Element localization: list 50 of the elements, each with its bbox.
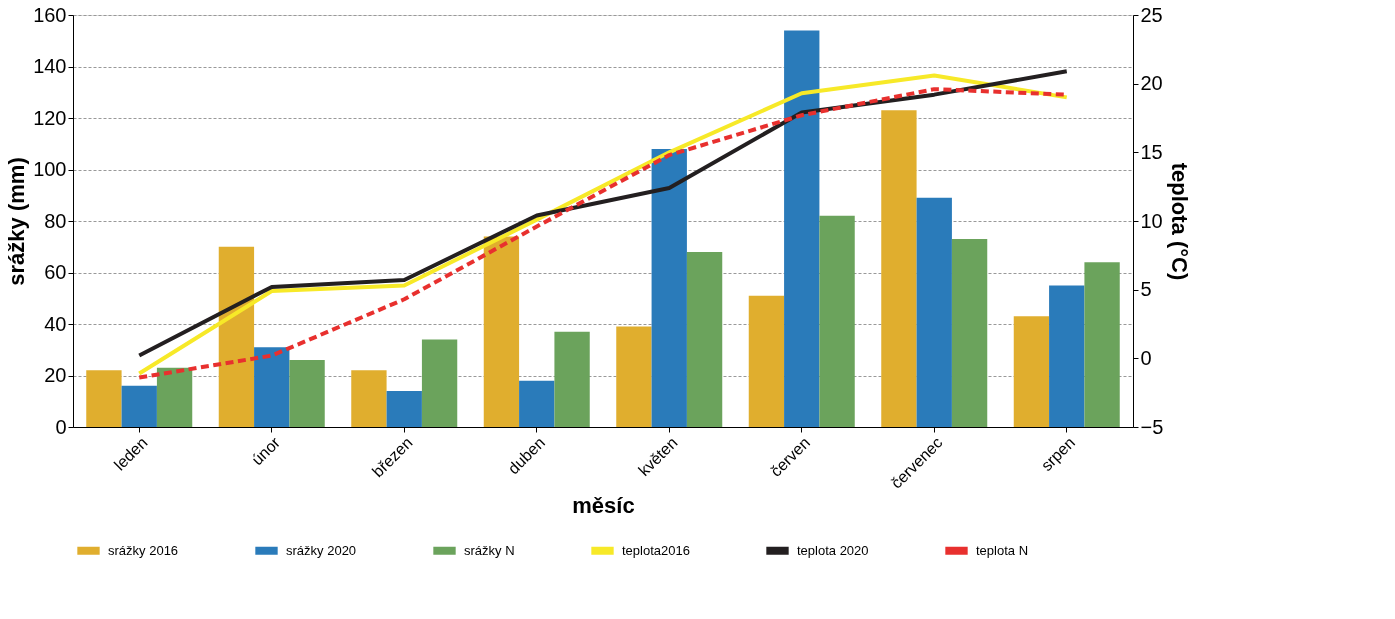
x-axis-title: měsíc bbox=[572, 492, 635, 518]
bar bbox=[616, 326, 652, 427]
bar bbox=[881, 110, 917, 427]
legend-label: teplota N bbox=[976, 542, 1029, 558]
bar bbox=[218, 246, 255, 427]
bar bbox=[289, 360, 325, 427]
y-tick-label: 60 bbox=[44, 261, 67, 283]
y-tick-label: 140 bbox=[33, 55, 67, 77]
legend-label: srážky 2016 bbox=[108, 542, 179, 558]
y2-tick-label: −5 bbox=[1140, 415, 1164, 438]
bar bbox=[86, 370, 122, 427]
legend-label: teplota2016 bbox=[622, 542, 690, 558]
y2-axis-title: teplota (°C) bbox=[1167, 162, 1193, 281]
y2-tick-label: 20 bbox=[1140, 72, 1163, 95]
y-tick-label: 20 bbox=[44, 364, 67, 386]
bar bbox=[121, 385, 157, 427]
y2-tick-label: 15 bbox=[1140, 140, 1163, 163]
legend-label: srážky N bbox=[464, 542, 515, 558]
bar bbox=[1049, 285, 1085, 427]
y-tick-label: 100 bbox=[33, 158, 67, 180]
bar bbox=[254, 347, 290, 427]
bar bbox=[686, 251, 723, 427]
bar bbox=[156, 367, 193, 427]
bar bbox=[651, 148, 687, 427]
legend-label: teplota 2020 bbox=[797, 542, 869, 558]
bar bbox=[951, 239, 988, 427]
bar bbox=[483, 236, 520, 427]
y-tick-label: 0 bbox=[55, 415, 67, 438]
y-tick-label: 40 bbox=[44, 312, 67, 335]
y2-tick-label: 25 bbox=[1140, 3, 1163, 26]
bar bbox=[519, 380, 555, 427]
y-axis-title: srážky (mm) bbox=[4, 157, 30, 286]
bar bbox=[784, 30, 820, 427]
y-tick-label: 160 bbox=[33, 3, 67, 26]
legend-label: srážky 2020 bbox=[286, 542, 357, 558]
bar bbox=[554, 331, 590, 427]
bar bbox=[421, 339, 458, 427]
x-tick-label: únor bbox=[248, 433, 284, 469]
bar bbox=[916, 197, 952, 427]
y-tick-label: 120 bbox=[33, 106, 67, 129]
bar bbox=[1013, 316, 1050, 427]
bar bbox=[748, 295, 785, 427]
y2-tick-label: 10 bbox=[1140, 209, 1163, 232]
y2-tick-label: 5 bbox=[1140, 278, 1152, 301]
bar bbox=[1084, 262, 1120, 427]
y-tick-label: 80 bbox=[44, 209, 67, 232]
bar bbox=[351, 370, 387, 427]
bar bbox=[386, 390, 422, 427]
bar bbox=[819, 215, 855, 427]
y2-tick-label: 0 bbox=[1140, 346, 1152, 369]
